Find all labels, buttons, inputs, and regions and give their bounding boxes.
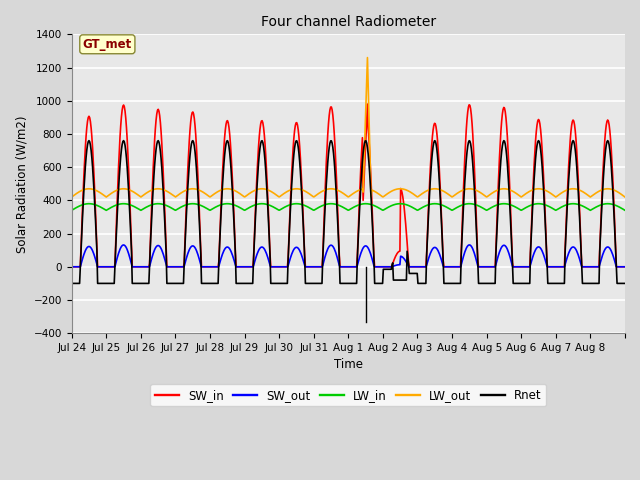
LW_in (134, 205, 141, 211)
Y-axis label: Solar Radiation (W/m2): Solar Radiation (W/m2) (15, 115, 28, 252)
Legend: SW_in, SW_out, LW_in, LW_out, Rnet: SW_in, SW_out, LW_in, LW_out, Rnet (150, 384, 547, 407)
Rnet (262, 179, 270, 185)
LW_out (437, 187, 445, 193)
SW_in (406, 264, 414, 270)
Line: LW_out: LW_out (72, 58, 625, 197)
Title: Four channel Radiometer: Four channel Radiometer (260, 15, 436, 29)
LW_out (621, 194, 629, 200)
SW_out (283, 264, 291, 270)
SW_in (234, 264, 242, 270)
LW_out (132, 191, 140, 197)
Rnet (85, 138, 93, 144)
LW_in (621, 207, 629, 213)
SW_out (436, 253, 444, 259)
LW_in (68, 207, 76, 213)
SW_out (465, 242, 473, 248)
SW_in (132, 264, 140, 270)
Rnet (235, 280, 243, 286)
Line: LW_in: LW_in (72, 204, 625, 210)
LW_out (406, 189, 414, 195)
LW_in (284, 203, 291, 209)
SW_out (621, 264, 629, 270)
LW_in (262, 202, 270, 207)
LW_in (406, 204, 414, 209)
SW_out (234, 264, 242, 270)
SW_in (437, 203, 445, 209)
Line: SW_out: SW_out (72, 245, 625, 267)
Rnet (621, 280, 629, 286)
LW_in (437, 202, 445, 208)
Rnet (68, 280, 76, 286)
SW_in (364, 101, 371, 107)
Line: Rnet: Rnet (72, 141, 625, 283)
Rnet (437, 211, 445, 216)
LW_out (283, 189, 291, 195)
X-axis label: Time: Time (334, 359, 363, 372)
Rnet (406, 271, 414, 276)
LW_out (262, 186, 269, 192)
Line: SW_in: SW_in (72, 104, 625, 267)
Text: GT_met: GT_met (83, 38, 132, 51)
SW_out (132, 264, 140, 270)
LW_out (68, 194, 76, 200)
LW_in (235, 204, 243, 210)
SW_out (262, 249, 269, 254)
SW_in (621, 264, 629, 270)
LW_out (364, 55, 371, 60)
SW_in (262, 152, 269, 158)
SW_in (283, 264, 291, 270)
SW_in (68, 264, 76, 270)
Rnet (284, 280, 291, 286)
SW_out (406, 264, 413, 270)
SW_out (68, 264, 76, 270)
Rnet (134, 280, 141, 286)
LW_out (234, 190, 242, 195)
LW_in (85, 201, 93, 206)
